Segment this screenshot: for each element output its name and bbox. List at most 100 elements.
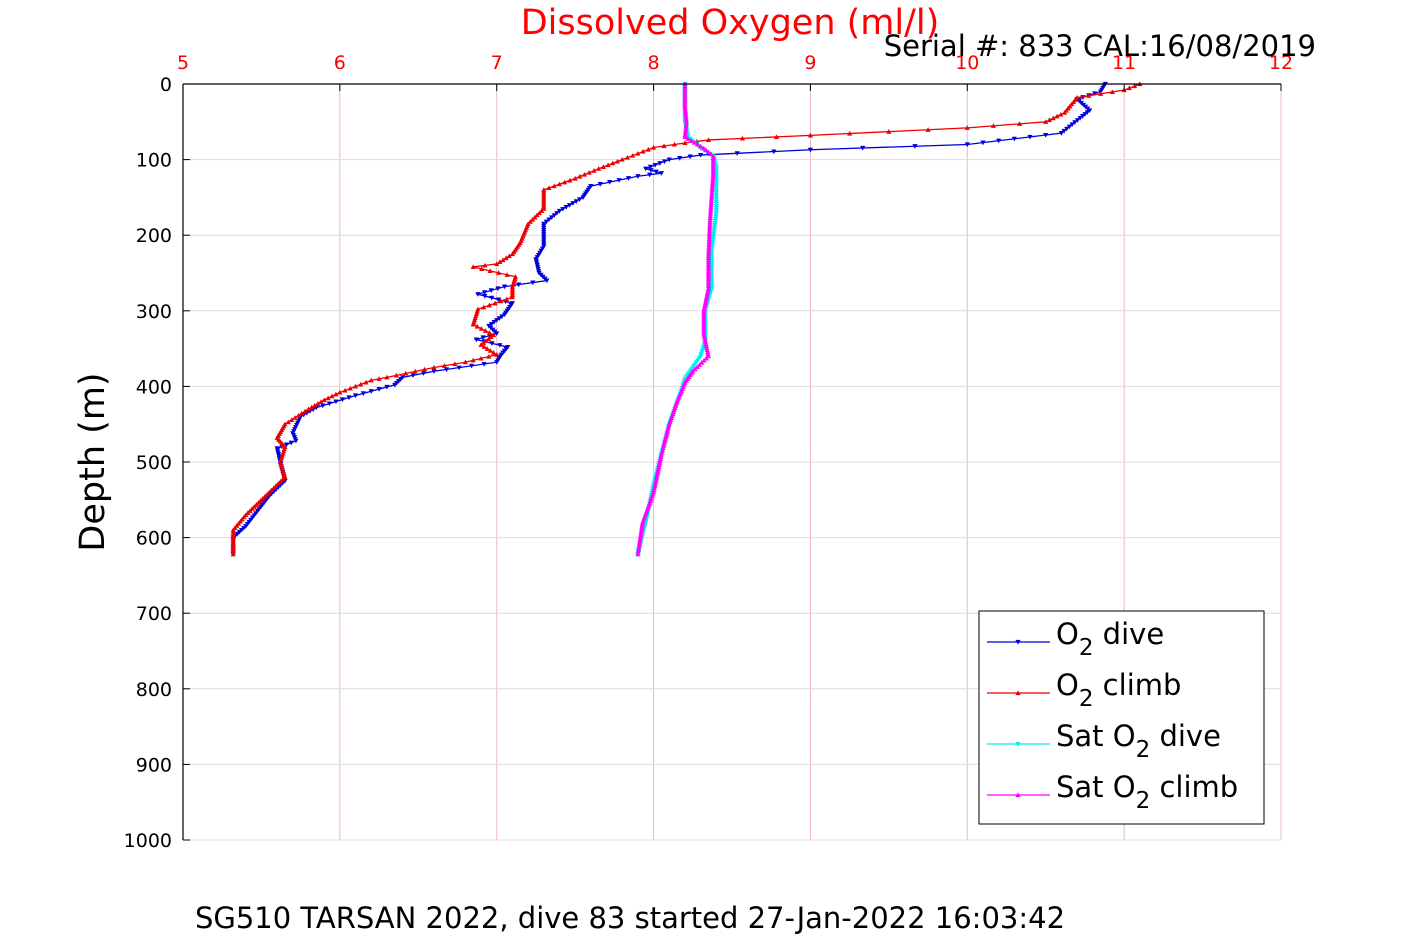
data-point [556,181,563,187]
data-point [1077,115,1083,121]
data-point [497,259,503,265]
data-point [640,148,646,154]
data-point [478,355,484,361]
data-point [605,162,611,168]
x-tick-label: 10 [955,52,979,74]
data-point [677,156,683,161]
data-point [671,141,678,147]
data-point [1054,113,1060,119]
data-point [492,300,498,306]
data-point [643,166,649,172]
data-point [708,202,714,208]
data-point [709,185,715,190]
data-point [1086,93,1092,98]
data-point [264,491,270,497]
data-point [295,412,302,418]
data-point [964,142,970,148]
data-point [709,189,715,195]
data-point [482,328,489,333]
data-point [504,296,510,302]
data-point [469,363,475,369]
data-point [474,323,480,329]
data-point [709,182,716,188]
data-point [650,144,657,150]
data-point [619,157,625,162]
data-point [315,401,321,406]
data-point [1066,124,1073,130]
data-point [703,147,709,153]
data-point [657,460,663,465]
data-point [694,141,701,147]
data-point [268,487,275,493]
data-point [709,187,715,192]
data-point [410,373,416,378]
data-point [683,110,689,116]
data-point [1058,131,1064,136]
data-point [480,340,487,345]
data-point [376,387,382,392]
data-point [532,214,538,220]
data-point [704,347,710,353]
data-point [653,477,659,482]
data-point [393,372,399,378]
legend-label: Sat O2 dive [1056,719,1221,763]
data-point [688,138,694,143]
data-point [682,140,688,146]
data-point [698,152,704,158]
data-point [704,291,710,297]
data-point [703,355,709,361]
data-point [358,381,364,387]
data-point [329,393,335,399]
data-point [487,268,493,273]
data-point [1098,91,1104,96]
data-point [456,365,462,371]
data-point [616,178,622,183]
data-point [639,526,645,531]
data-point [696,362,703,367]
data-point [656,464,662,470]
data-point [470,264,476,270]
x-tick-labels: 5 6 7 8 9 10 11 12 [177,52,1293,74]
data-point [562,179,568,185]
data-point [657,456,664,461]
data-point [1079,114,1086,119]
data-point [1074,118,1081,123]
data-point [289,417,295,422]
data-point [648,168,654,173]
y-tick-label: 400 [136,376,172,398]
data-point [703,295,709,301]
data-point [342,387,348,393]
data-point [685,136,691,141]
data-point [563,205,569,210]
data-point [692,366,698,372]
data-point [543,219,549,225]
data-point [886,129,892,134]
data-point [636,543,642,548]
data-point [687,154,693,160]
data-point [488,288,494,293]
data-point [701,306,707,311]
data-point [541,206,547,211]
data-point [654,474,660,480]
data-point [980,140,986,146]
data-point [567,177,573,183]
data-point [302,408,308,414]
data-point [708,208,714,214]
data-point [596,166,602,171]
data-point [860,145,866,151]
data-point [509,294,515,300]
legend-marker [1015,741,1021,747]
data-point [376,376,382,381]
data-point [635,547,642,553]
series-o2-climb [230,81,1143,557]
data-point [1069,122,1075,128]
data-point [705,353,712,359]
data-point [352,393,359,399]
data-point [326,401,332,407]
data-point [657,458,663,463]
data-point [282,474,288,480]
data-point [490,350,497,355]
data-point [666,157,672,163]
data-point [698,143,704,149]
data-point [702,339,709,344]
